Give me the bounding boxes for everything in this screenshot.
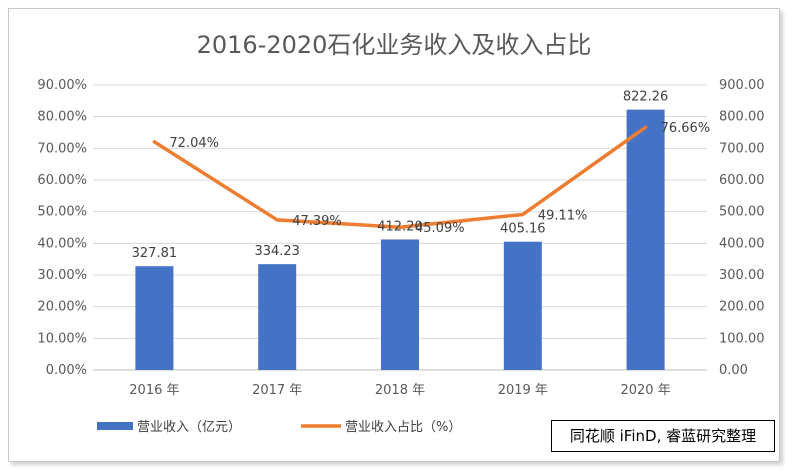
left-axis-tick: 60.00%	[37, 173, 87, 188]
share-data-label: 47.39%	[292, 214, 342, 229]
line-series	[152, 125, 648, 229]
left-axis-tick: 40.00%	[37, 236, 87, 251]
share-data-label: 72.04%	[169, 136, 219, 151]
revenue-bar	[135, 266, 174, 370]
right-axis-tick: 400.00	[719, 236, 765, 251]
right-axis-tick: 600.00	[719, 173, 765, 188]
share-line	[152, 125, 648, 229]
left-axis: 0.00% 10.00% 20.00% 30.00% 40.00% 50.00% 60.00…	[37, 78, 87, 378]
right-axis-tick: 0.00	[719, 363, 748, 378]
legend-line-label: 营业收入占比（%）	[345, 420, 461, 435]
left-axis-tick: 30.00%	[37, 268, 87, 283]
share-data-label: 45.09%	[415, 221, 465, 236]
revenue-data-label: 327.81	[132, 246, 178, 261]
x-axis-tick: 2019 年	[498, 383, 548, 398]
right-axis-tick: 200.00	[719, 300, 765, 315]
chart-frame: 2016-2020石化业务收入及收入占比 0.00% 10.00% 20.00% 30…	[8, 8, 780, 462]
right-axis-tick: 300.00	[719, 268, 765, 283]
left-axis-tick: 20.00%	[37, 300, 87, 315]
right-axis: 0.00 100.00 200.00 300.00 400.00 500.00 600.00…	[719, 78, 765, 378]
legend-bar-swatch	[97, 422, 133, 430]
x-axis-tick: 2018 年	[375, 383, 425, 398]
revenue-bar	[503, 241, 542, 370]
revenue-data-label: 334.23	[254, 244, 300, 259]
chart-svg: 2016-2020石化业务收入及收入占比 0.00% 10.00% 20.00% 30…	[37, 31, 765, 435]
left-axis-tick: 90.00%	[37, 78, 87, 93]
share-data-label: 49.11%	[538, 208, 588, 223]
legend: 营业收入（亿元） 营业收入占比（%）	[97, 420, 461, 435]
right-axis-tick: 900.00	[719, 78, 765, 93]
left-axis-tick: 50.00%	[37, 205, 87, 220]
source-note: 同花顺 iFinD, 睿蓝研究整理	[551, 420, 775, 452]
share-data-label: 76.66%	[661, 121, 711, 136]
right-axis-tick: 500.00	[719, 205, 765, 220]
revenue-bar	[626, 109, 665, 370]
right-axis-tick: 100.00	[719, 331, 765, 346]
left-axis-tick: 0.00%	[46, 363, 87, 378]
left-axis-tick: 80.00%	[37, 110, 87, 125]
legend-bar-label: 营业收入（亿元）	[137, 420, 241, 435]
x-axis-tick: 2017 年	[252, 383, 302, 398]
revenue-data-label: 412.20	[377, 219, 423, 234]
revenue-data-label: 405.16	[500, 222, 546, 237]
bar-series	[135, 109, 665, 370]
revenue-data-label: 822.26	[623, 90, 669, 105]
revenue-bar	[381, 239, 419, 370]
right-axis-tick: 800.00	[719, 110, 765, 125]
data-labels: 327.81 334.23 412.20 405.16 822.26 72.04% 47.3…	[132, 90, 711, 262]
x-axis: 2016 年 2017 年 2018 年 2019 年 2020 年	[129, 383, 670, 398]
right-axis-tick: 700.00	[719, 141, 765, 156]
left-axis-tick: 70.00%	[37, 141, 87, 156]
x-axis-tick: 2016 年	[129, 383, 179, 398]
left-axis-tick: 10.00%	[37, 331, 87, 346]
revenue-bar	[258, 264, 297, 370]
chart-title: 2016-2020石化业务收入及收入占比	[197, 31, 592, 59]
x-axis-tick: 2020 年	[620, 383, 670, 398]
